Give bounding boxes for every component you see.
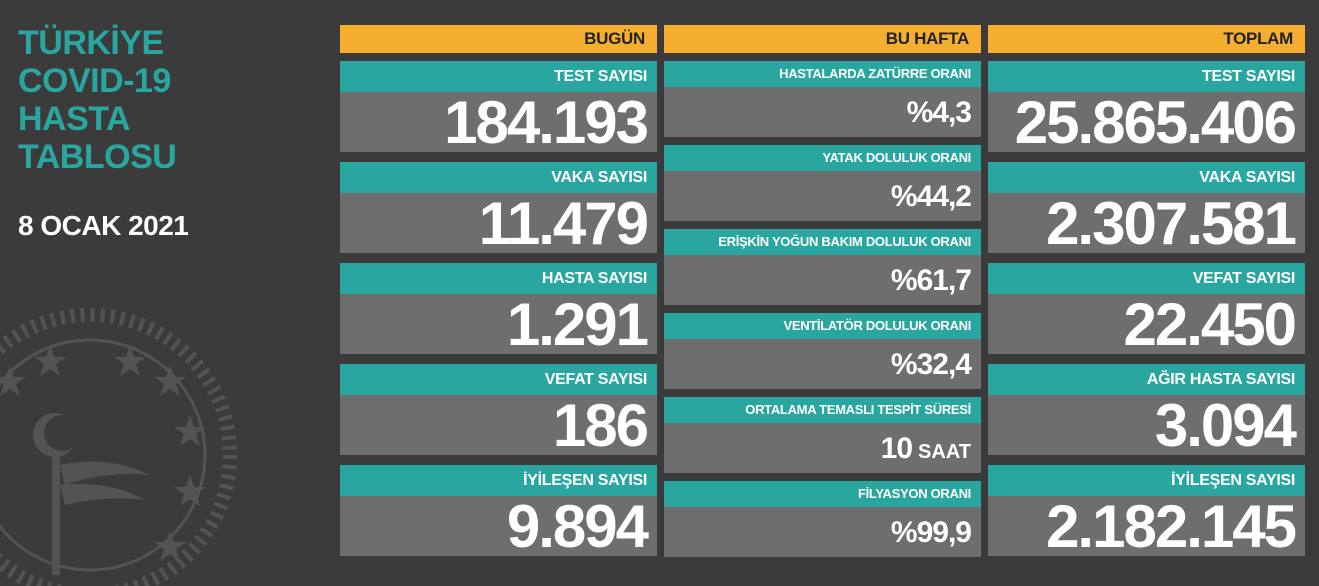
total-death-card: VEFAT SAYISI 22.450 — [988, 263, 1305, 356]
card-value: 11.479 — [340, 193, 657, 255]
ministry-emblem-icon — [0, 308, 237, 586]
total-column: TOPLAM TEST SAYISI 25.865.406 VAKA SAYIS… — [988, 25, 1305, 558]
page-title: TÜRKİYE COVID-19 HASTA TABLOSU — [18, 24, 177, 176]
card-value: 22.450 — [988, 294, 1305, 356]
week-header: BU HAFTA — [664, 25, 981, 53]
card-value: 186 — [340, 395, 657, 457]
today-patient-card: HASTA SAYISI 1.291 — [340, 263, 657, 356]
value-unit: SAAT — [918, 441, 971, 463]
card-label: AĞIR HASTA SAYISI — [988, 364, 1305, 395]
card-value: 2.307.581 — [988, 193, 1305, 255]
week-pneumonia-card: HASTALARDA ZATÜRRE ORANI %4,3 — [664, 61, 981, 137]
card-label: İYİLEŞEN SAYISI — [340, 465, 657, 496]
today-death-card: VEFAT SAYISI 186 — [340, 364, 657, 457]
total-test-card: TEST SAYISI 25.865.406 — [988, 61, 1305, 154]
card-value: %61,7 — [664, 255, 981, 305]
value-number: 10 — [880, 432, 913, 465]
today-header: BUGÜN — [340, 25, 657, 53]
total-critical-card: AĞIR HASTA SAYISI 3.094 — [988, 364, 1305, 457]
week-contact-tracing-card: ORTALAMA TEMASLI TESPİT SÜRESİ 10 SAAT — [664, 397, 981, 473]
card-label: ERİŞKİN YOĞUN BAKIM DOLULUK ORANI — [664, 229, 981, 255]
card-label: HASTALARDA ZATÜRRE ORANI — [664, 61, 981, 87]
card-value: %99,9 — [664, 507, 981, 557]
card-label: FİLYASYON ORANI — [664, 481, 981, 507]
card-value: 184.193 — [340, 92, 657, 154]
title-line: TÜRKİYE — [18, 24, 164, 62]
card-label: İYİLEŞEN SAYISI — [988, 465, 1305, 496]
card-label: VENTİLATÖR DOLULUK ORANI — [664, 313, 981, 339]
card-label: TEST SAYISI — [340, 61, 657, 92]
total-case-card: VAKA SAYISI 2.307.581 — [988, 162, 1305, 255]
card-value: 25.865.406 — [988, 92, 1305, 154]
card-label: TEST SAYISI — [988, 61, 1305, 92]
card-value: 1.291 — [340, 294, 657, 356]
card-value: %32,4 — [664, 339, 981, 389]
card-label: ORTALAMA TEMASLI TESPİT SÜRESİ — [664, 397, 981, 423]
card-value: 3.094 — [988, 395, 1305, 457]
card-label: YATAK DOLULUK ORANI — [664, 145, 981, 171]
week-bed-occupancy-card: YATAK DOLULUK ORANI %44,2 — [664, 145, 981, 221]
today-recovered-card: İYİLEŞEN SAYISI 9.894 — [340, 465, 657, 558]
today-case-card: VAKA SAYISI 11.479 — [340, 162, 657, 255]
week-column: BU HAFTA HASTALARDA ZATÜRRE ORANI %4,3 Y… — [664, 25, 981, 557]
week-ventilator-card: VENTİLATÖR DOLULUK ORANI %32,4 — [664, 313, 981, 389]
card-value: 2.182.145 — [988, 496, 1305, 558]
today-column: BUGÜN TEST SAYISI 184.193 VAKA SAYISI 11… — [340, 25, 657, 558]
today-test-card: TEST SAYISI 184.193 — [340, 61, 657, 154]
title-line: TABLOSU — [18, 138, 177, 176]
card-value: %44,2 — [664, 171, 981, 221]
report-date: 8 OCAK 2021 — [18, 210, 189, 241]
week-icu-occupancy-card: ERİŞKİN YOĞUN BAKIM DOLULUK ORANI %61,7 — [664, 229, 981, 305]
card-value: %4,3 — [664, 87, 981, 137]
title-line: HASTA — [18, 100, 131, 138]
total-recovered-card: İYİLEŞEN SAYISI 2.182.145 — [988, 465, 1305, 558]
card-value: 9.894 — [340, 496, 657, 558]
week-filiation-card: FİLYASYON ORANI %99,9 — [664, 481, 981, 557]
title-line: COVID-19 — [18, 62, 171, 100]
total-header: TOPLAM — [988, 25, 1305, 53]
card-label: HASTA SAYISI — [340, 263, 657, 294]
card-label: VEFAT SAYISI — [988, 263, 1305, 294]
card-label: VAKA SAYISI — [988, 162, 1305, 193]
card-value: 10 SAAT — [664, 423, 981, 473]
card-label: VAKA SAYISI — [340, 162, 657, 193]
card-label: VEFAT SAYISI — [340, 364, 657, 395]
